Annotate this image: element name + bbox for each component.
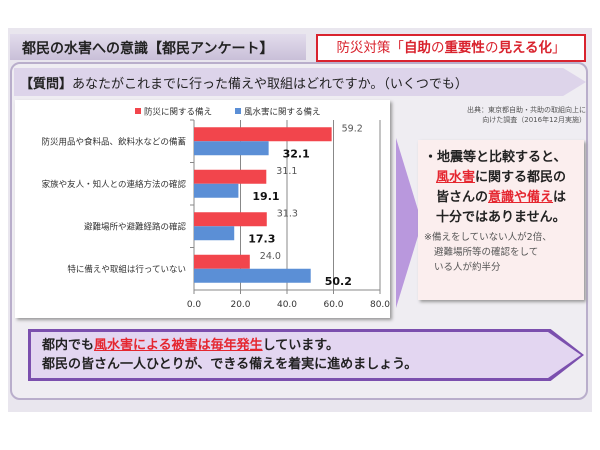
data-label: 50.2 [325,275,352,288]
bar [194,141,269,156]
highlight: 風水害による被害は毎年発生 [94,338,263,353]
conclusion-line: 十分ではありません。 [436,210,566,225]
question-text: 【質問】あなたがこれまでに行った備えや取組はどれですか。（いくつでも） [20,73,468,92]
tag-text: 」 [552,40,566,56]
legend-label: 防災に関する備え [144,107,212,118]
legend-swatch [135,108,141,114]
legend-label: 風水害に関する備え [244,107,321,118]
source-line: 向けた調査（2016年12月実施） [482,116,586,124]
conclusion-box: ・地震等と比較すると、 風水害に関する都民の 皆さんの意識や備えは 十分ではあり… [418,140,584,300]
question-label: 【質問】 [20,77,73,92]
sub-line: ※備えをしていない人が2倍、 [424,232,552,243]
category-label: 防災用品や食料品、飲料水などの備蓄 [41,136,186,147]
message-line: しています。 [262,338,339,353]
bar [194,268,311,283]
x-tick-label: 0.0 [187,300,202,310]
conclusion-line: に関する都民の [475,170,567,185]
tag-text: 防災対策「 [336,40,404,56]
bar [194,127,332,142]
slide-title: 都民の水害への意識【都民アンケート】 [22,41,274,57]
message-banner [31,332,581,378]
conclusion-text: ・地震等と比較すると、 風水害に関する都民の 皆さんの意識や備えは 十分ではあり… [424,148,578,228]
legend-swatch [235,108,241,114]
conclusion-sub: ※備えをしていない人が2倍、 避難場所等の確認をして いる人が約半分 [424,230,578,275]
data-label: 19.1 [252,190,279,203]
data-label: 31.1 [276,166,297,177]
highlight: 風水害 [436,170,476,185]
data-label: 24.0 [260,251,281,262]
tag-text: の [484,40,499,56]
theme-tag: 防災対策「自助の重要性の見える化」 [316,34,586,62]
sub-line: いる人が約半分 [434,262,501,273]
tag-text: の [430,40,445,56]
conclusion-line: は [553,190,567,205]
question-banner [14,68,586,96]
message-line: 都民の皆さん一人ひとりが、できる備えを着実に進めましょう。 [42,357,418,372]
category-label: 特に備えや取組は行っていない [67,264,186,275]
data-label: 17.3 [248,232,275,245]
bar [194,183,239,198]
question-body: あなたがこれまでに行った備えや取組はどれですか。（いくつでも） [72,77,468,92]
tag-text: 見える化 [498,40,553,56]
chart-box: 防災に関する備え 風水害に関する備え 0.0 20.0 40.0 60.0 80.0 防災用品… [15,100,390,318]
message-text: 都内でも風水害による被害は毎年発生しています。 都民の皆さん一人ひとりが、できる… [42,336,417,374]
tag-text: 自助 [403,40,431,56]
data-label: 31.3 [277,208,298,219]
data-label: 32.1 [283,147,310,160]
sub-line: 避難場所等の確認をして [434,247,539,258]
source-note: 出典：東京都自助・共助の取組向上に向けた調査（2016年12月実施） [420,105,586,125]
x-tick-label: 80.0 [370,300,390,310]
title-band [10,34,306,60]
highlight: 意識や備え [488,190,554,205]
conclusion-line: 皆さんの [436,190,489,205]
tag-text: 重要性 [444,40,485,56]
message-line: 都内でも [42,338,95,353]
source-line: 出典：東京都自助・共助の取組向上に [467,106,586,114]
bar [194,212,267,227]
x-tick-label: 20.0 [230,300,250,310]
bar [194,254,250,269]
x-tick-label: 60.0 [323,300,343,310]
category-label: 家族や友人・知人との連絡方法の確認 [42,179,187,190]
x-tick-label: 40.0 [277,300,297,310]
category-label: 避難場所や避難経路の確認 [84,221,187,232]
data-label: 59.2 [342,123,363,134]
conclusion-line: ・地震等と比較すると、 [424,150,567,165]
bar [194,226,235,241]
bar-chart: 防災に関する備え 風水害に関する備え 0.0 20.0 40.0 60.0 80.0 防災用品… [41,107,390,311]
bar [194,169,267,184]
